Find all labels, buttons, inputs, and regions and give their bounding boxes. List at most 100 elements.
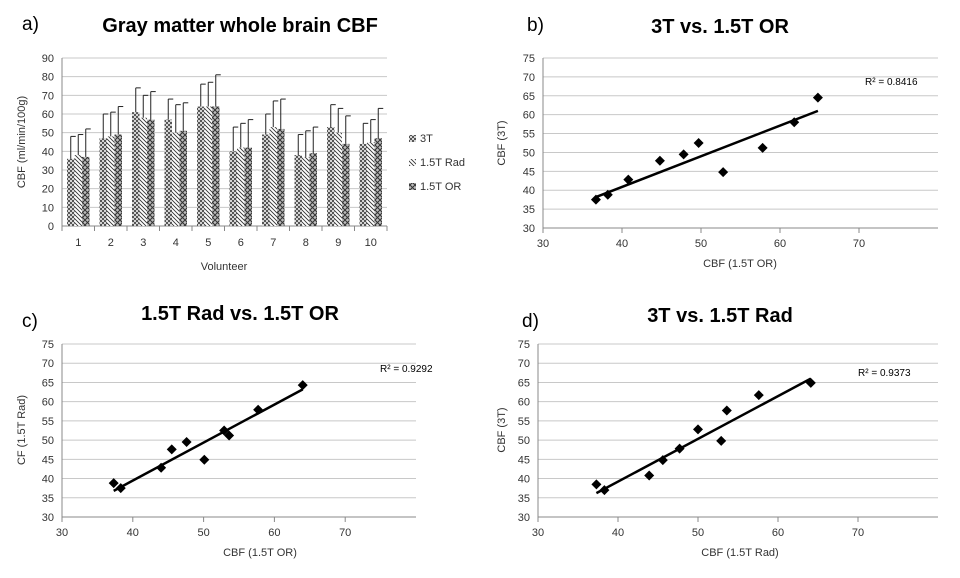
data-point xyxy=(602,189,613,200)
y-tick-label: 35 xyxy=(523,204,535,216)
data-point xyxy=(678,149,689,160)
x-tick-label: 2 xyxy=(108,237,114,249)
bar-3t xyxy=(359,143,367,226)
x-tick-label: 60 xyxy=(774,238,786,250)
data-point xyxy=(599,485,610,496)
bar-1.5t-rad xyxy=(302,156,310,226)
bar-3t xyxy=(229,151,237,226)
bar-3t xyxy=(262,134,270,226)
data-point xyxy=(674,443,685,454)
data-point xyxy=(591,479,602,490)
x-tick-label: 30 xyxy=(532,527,544,539)
bar-1.5t-or xyxy=(147,119,155,226)
y-tick-label: 35 xyxy=(518,493,530,505)
trendline xyxy=(113,388,304,492)
y-tick-label: 80 xyxy=(42,72,54,84)
y-tick-label: 50 xyxy=(518,435,530,447)
legend-label: 3T xyxy=(420,133,433,145)
bar-1.5t-rad xyxy=(172,132,180,226)
x-tick-label: 70 xyxy=(852,527,864,539)
y-tick-label: 40 xyxy=(42,474,54,486)
x-tick-label: 5 xyxy=(205,237,211,249)
bar-3t xyxy=(164,119,172,226)
chart-title: 1.5T Rad vs. 1.5T OR xyxy=(141,303,339,325)
chart-title: Gray matter whole brain CBF xyxy=(102,15,378,37)
bar-1.5t-or xyxy=(277,128,285,226)
chart-b: b) 3T vs. 1.5T OR 30 35 40 45 50 55 60 65 70 75 CBF … xyxy=(496,15,938,270)
y-tick-label: 65 xyxy=(518,377,530,389)
legend: 3T 1.5T Rad 1.5T OR xyxy=(409,133,465,193)
y-axis-label: CF (1.5T Rad) xyxy=(16,395,28,465)
bar-3t xyxy=(327,127,335,226)
y-tick-label: 30 xyxy=(42,165,54,177)
data-point xyxy=(721,405,732,416)
x-tick-label: 8 xyxy=(303,237,309,249)
bar-3t xyxy=(132,112,140,226)
legend-swatch xyxy=(409,159,416,166)
data-point xyxy=(657,455,668,466)
x-tick-label: 10 xyxy=(365,237,377,249)
y-tick-label: 75 xyxy=(42,339,54,351)
x-tick-label: 9 xyxy=(335,237,341,249)
r-squared-label: R² = 0.9373 xyxy=(858,368,911,379)
data-point xyxy=(654,155,665,166)
bar-1.5t-rad xyxy=(237,147,245,226)
bar-3t xyxy=(99,138,107,226)
bar-3t xyxy=(197,106,205,226)
y-axis-label: CBF (ml/min/100g) xyxy=(16,96,28,188)
bar-3t xyxy=(67,158,75,226)
y-tick-label: 30 xyxy=(518,512,530,524)
x-axis-label: Volunteer xyxy=(201,261,248,273)
bar-1.5t-or xyxy=(114,134,122,226)
x-tick-label: 60 xyxy=(268,527,280,539)
data-point xyxy=(181,437,192,448)
data-point xyxy=(789,117,800,128)
bar-1.5t-or xyxy=(309,153,317,226)
y-tick-label: 30 xyxy=(523,223,535,235)
panel-label: c) xyxy=(22,311,38,332)
bar-1.5t-rad xyxy=(74,155,82,226)
x-tick-label: 1 xyxy=(75,237,81,249)
x-axis-label: CBF (1.5T OR) xyxy=(223,547,297,559)
y-tick-label: 70 xyxy=(518,358,530,370)
y-tick-label: 70 xyxy=(42,358,54,370)
y-tick-label: 35 xyxy=(42,493,54,505)
bar-1.5t-rad xyxy=(367,142,375,226)
chart-d: d) 3T vs. 1.5T Rad 30 35 40 45 50 55 60 65 70 75 CBF… xyxy=(496,305,938,559)
y-tick-label: 60 xyxy=(42,397,54,409)
legend-label: 1.5T OR xyxy=(420,181,461,193)
x-tick-label: 70 xyxy=(339,527,351,539)
y-tick-label: 55 xyxy=(518,416,530,428)
y-axis-label: CBF (3T) xyxy=(496,407,508,452)
y-tick-label: 40 xyxy=(518,474,530,486)
data-point xyxy=(156,462,167,473)
data-point xyxy=(757,142,768,153)
x-tick-label: 30 xyxy=(537,238,549,250)
data-point xyxy=(253,404,264,415)
bar-1.5t-rad xyxy=(334,132,342,226)
chart-title: 3T vs. 1.5T Rad xyxy=(647,305,793,327)
y-tick-label: 50 xyxy=(42,128,54,140)
legend-swatch xyxy=(409,135,416,142)
data-point xyxy=(693,138,704,148)
y-tick-label: 45 xyxy=(518,454,530,466)
x-tick-label: 3 xyxy=(140,237,146,249)
data-point xyxy=(623,174,634,185)
data-point xyxy=(166,444,177,455)
y-tick-label: 45 xyxy=(523,166,535,178)
panel-label: a) xyxy=(22,14,39,35)
y-tick-label: 75 xyxy=(518,339,530,351)
r-squared-label: R² = 0.8416 xyxy=(865,77,918,88)
y-tick-label: 75 xyxy=(523,53,535,65)
trendline xyxy=(595,109,819,199)
chart-a: a) Gray matter whole brain CBF 0 10 20 30 40 50… xyxy=(16,14,465,273)
x-tick-label: 40 xyxy=(127,527,139,539)
x-tick-label: 70 xyxy=(853,238,865,250)
bar-1.5t-or xyxy=(212,106,220,226)
y-tick-label: 60 xyxy=(518,397,530,409)
bar-1.5t-rad xyxy=(204,106,212,226)
legend-swatch xyxy=(409,183,416,190)
data-point xyxy=(590,194,601,205)
y-tick-label: 20 xyxy=(42,184,54,196)
data-point xyxy=(805,377,816,388)
